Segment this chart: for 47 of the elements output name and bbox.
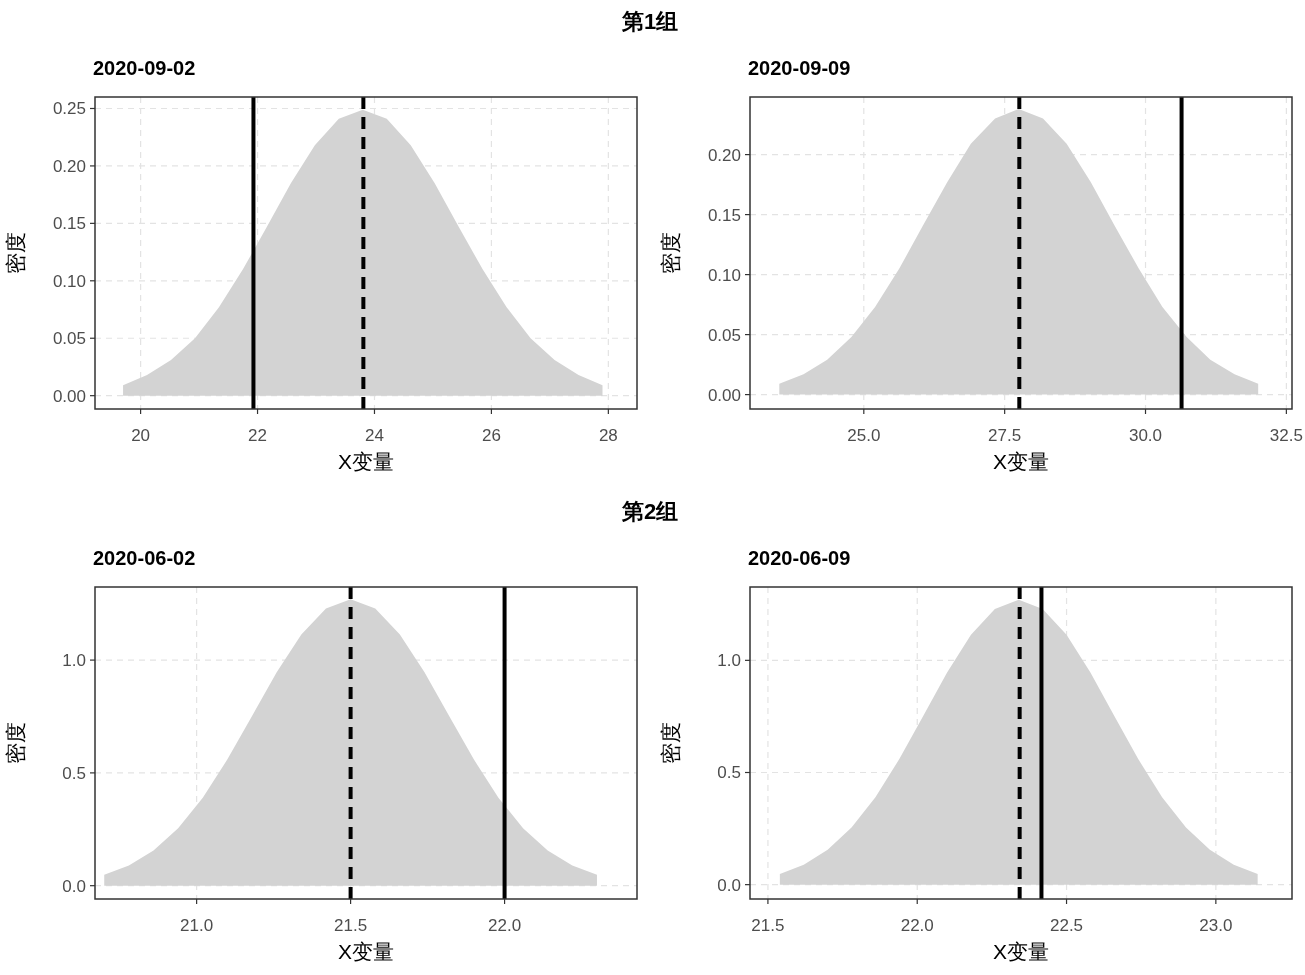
- y-tick-label: 0.0: [62, 876, 86, 896]
- y-tick-label: 0.10: [52, 271, 86, 291]
- x-axis-title: X变量: [337, 940, 395, 963]
- x-tick-label: 21.0: [180, 916, 214, 935]
- x-tick-label: 23.0: [1199, 916, 1233, 935]
- y-tick-label: 0.15: [707, 205, 741, 225]
- chart-title: 2020-09-02: [93, 57, 196, 79]
- y-axis-title: 密度: [4, 722, 27, 764]
- x-tick-label: 21.5: [334, 916, 368, 935]
- y-tick-label: 1.0: [717, 651, 741, 671]
- y-tick-label: 0.0: [717, 875, 741, 895]
- chart-title: 2020-09-09: [748, 57, 851, 79]
- chart-title: 2020-06-09: [748, 547, 851, 569]
- y-axis-title: 密度: [659, 722, 682, 764]
- x-tick-label: 30.0: [1128, 426, 1163, 445]
- y-tick-label: 0.20: [707, 145, 741, 165]
- y-tick-label: 1.0: [62, 651, 86, 671]
- text: 第2组: [620, 499, 679, 524]
- y-tick-label: 0.05: [707, 325, 741, 345]
- y-axis-title: 密度: [659, 232, 682, 274]
- y-tick-label: 0.20: [52, 156, 86, 176]
- x-tick-label: 22.0: [900, 916, 934, 935]
- x-tick-label: 25.0: [847, 426, 881, 445]
- x-tick-label: 22: [248, 426, 267, 445]
- y-tick-label: 0.15: [52, 214, 86, 234]
- x-tick-label: 32.5: [1269, 426, 1303, 445]
- chart-title: 2020-06-02: [93, 547, 196, 569]
- y-tick-label: 0.25: [52, 99, 86, 119]
- x-tick-label: 22.0: [488, 916, 522, 935]
- x-tick-label: 27.5: [988, 426, 1022, 445]
- x-tick-label: 24: [365, 426, 384, 445]
- y-axis-title: 密度: [4, 232, 27, 274]
- x-tick-label: 28: [598, 426, 618, 445]
- x-tick-label: 21.5: [751, 916, 785, 935]
- y-tick-label: 0.00: [707, 385, 741, 405]
- x-tick-label: 26: [481, 426, 501, 445]
- x-tick-label: 20: [131, 426, 151, 445]
- x-axis-title: X变量: [337, 450, 395, 473]
- y-tick-label: 0.5: [717, 763, 741, 783]
- y-tick-label: 0.05: [52, 329, 86, 349]
- y-tick-label: 0.00: [52, 386, 86, 406]
- x-tick-label: 22.5: [1049, 916, 1084, 935]
- x-axis-title: X变量: [992, 450, 1050, 473]
- x-axis-title: X变量: [992, 940, 1050, 963]
- y-tick-label: 0.10: [707, 265, 741, 285]
- text: 第1组: [620, 9, 679, 34]
- y-tick-label: 0.5: [62, 763, 86, 783]
